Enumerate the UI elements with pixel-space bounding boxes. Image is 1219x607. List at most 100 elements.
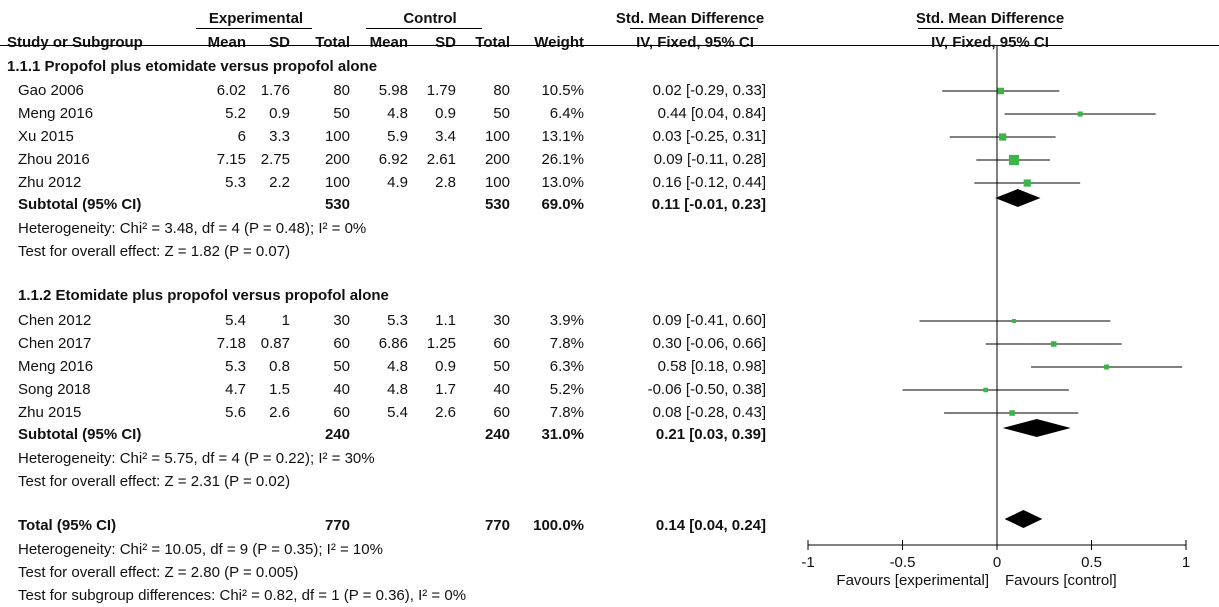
subgroup-differences-text: Test for subgroup differences: Chi² = 0.… [18,587,467,604]
total-heterogeneity-text: Heterogeneity: Chi² = 10.05, df = 9 (P =… [18,541,383,558]
exp-sd: 1 [281,312,290,329]
exp-sd: 0.87 [260,335,290,352]
ctrl-total: 60 [493,335,510,352]
exp-total: 30 [333,312,350,329]
study-marker [1077,111,1083,117]
exp-sd: 2.2 [269,174,290,191]
exp-sd: 0.8 [269,358,290,375]
exp-mean: 5.4 [225,312,246,329]
ctrl-sd: 2.8 [435,174,456,191]
x-tick-label: 0.5 [1081,554,1102,571]
ctrl-mean: 5.9 [387,128,408,145]
exp-total: 200 [324,151,350,168]
total-ci: 0.14 [0.04, 0.24] [655,517,766,534]
ctrl-mean: 5.3 [387,312,408,329]
ci-value: 0.58 [0.18, 0.98] [657,358,766,375]
study-marker [1008,154,1020,166]
ctrl-sd: 3.4 [435,128,456,145]
favours-control-label: Favours [control] [1005,572,1117,589]
study-name: Zhu 2015 [18,404,82,421]
exp-total: 100 [324,128,350,145]
ci-value: 0.03 [-0.25, 0.31] [652,128,766,145]
weight-header: Weight [534,34,584,51]
ctrl-mean: 4.8 [387,381,408,398]
weight: 5.2% [549,381,584,398]
total-exp-total: 770 [324,517,350,534]
ctrl-sd: 1.1 [435,312,456,329]
weight: 3.9% [549,312,584,329]
weight: 10.5% [541,82,584,99]
study-name: Song 2018 [18,381,91,398]
weight: 7.8% [549,404,584,421]
exp-total-header: Total [315,34,350,51]
ctrl-total: 100 [484,128,510,145]
ctrl-sd: 1.79 [426,82,456,99]
ctrl-sd: 1.25 [426,335,456,352]
method-header-table: IV, Fixed, 95% CI [636,34,754,51]
total-ctrl-total: 770 [484,517,510,534]
exp-mean: 7.18 [216,335,246,352]
ctrl-total: 100 [484,174,510,191]
subtotal-ci: 0.21 [0.03, 0.39] [655,426,766,443]
ctrl-total: 50 [493,358,510,375]
summary-diamond [1004,510,1043,528]
total-label: Total (95% CI) [18,517,117,534]
subtotal-exp-total: 240 [324,426,350,443]
study-marker [1104,364,1110,370]
weight: 6.3% [549,358,584,375]
ctrl-mean-header: Mean [369,34,408,51]
exp-total: 50 [333,105,350,122]
x-tick-label: 1 [1182,554,1190,571]
control-header: Control [403,10,457,27]
study-name: Zhou 2016 [18,151,90,168]
summary-diamond [995,189,1041,207]
ctrl-mean: 6.92 [378,151,408,168]
heterogeneity-text: Heterogeneity: Chi² = 5.75, df = 4 (P = … [18,450,375,467]
ci-value: 0.09 [-0.41, 0.60] [652,312,766,329]
ctrl-mean: 4.8 [387,358,408,375]
exp-mean: 4.7 [225,381,246,398]
x-tick-label: -1 [801,554,814,571]
subtotal-ci: 0.11 [-0.01, 0.23] [651,196,766,213]
ctrl-mean: 4.9 [387,174,408,191]
subtotal-exp-total: 530 [324,196,350,213]
exp-total: 40 [333,381,350,398]
exp-sd: 1.5 [269,381,290,398]
ci-value: 0.44 [0.04, 0.84] [657,105,766,122]
exp-mean-header: Mean [207,34,246,51]
subgroup-title: 1.1.2 Etomidate plus propofol versus pro… [18,287,389,304]
study-column-header: Study or Subgroup [7,34,143,51]
ci-value: 0.09 [-0.11, 0.28] [653,151,766,168]
ctrl-sd-header: SD [435,34,456,51]
study-marker [1012,319,1017,323]
exp-sd-header: SD [269,34,290,51]
exp-sd: 1.76 [260,82,290,99]
exp-mean: 5.3 [225,358,246,375]
ctrl-total: 30 [493,312,510,329]
ctrl-mean: 5.4 [387,404,408,421]
ci-value: 0.08 [-0.28, 0.43] [652,404,766,421]
exp-mean: 5.3 [225,174,246,191]
study-name: Chen 2012 [18,312,92,329]
study-marker [983,387,988,393]
ctrl-mean: 5.98 [378,82,408,99]
exp-total: 80 [333,82,350,99]
subgroup-title: 1.1.1 Propofol plus etomidate versus pro… [7,58,378,75]
ctrl-sd: 1.7 [435,381,456,398]
ctrl-total: 200 [484,151,510,168]
subtotal-ctrl-total: 530 [484,196,510,213]
ctrl-total-header: Total [475,34,510,51]
total-overall-effect-text: Test for overall effect: Z = 2.80 (P = 0… [18,564,299,581]
ci-value: 0.30 [-0.06, 0.66] [652,335,766,352]
exp-sd: 0.9 [269,105,290,122]
header-rule [0,45,1219,46]
study-marker [999,133,1007,141]
overall-effect-text: Test for overall effect: Z = 2.31 (P = 0… [18,473,291,490]
weight: 7.8% [549,335,584,352]
ctrl-total: 80 [493,82,510,99]
subtotal-label: Subtotal (95% CI) [18,426,142,443]
ctrl-mean: 6.86 [378,335,408,352]
study-name: Xu 2015 [18,128,74,145]
ci-value: 0.02 [-0.29, 0.33] [652,82,766,99]
